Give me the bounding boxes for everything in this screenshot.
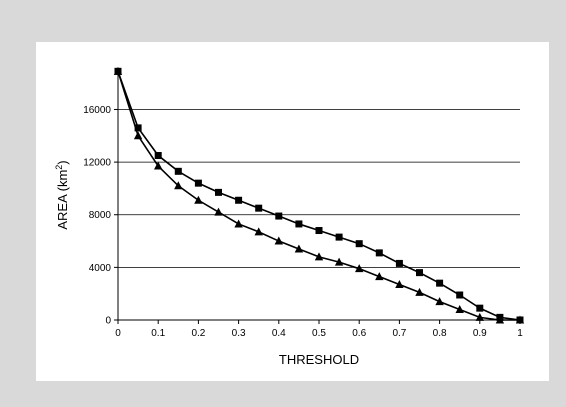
x-tick-label: 0 <box>115 328 121 339</box>
y-axis-title-main: AREA (km <box>55 170 70 230</box>
data-point-triangle <box>294 244 304 253</box>
x-tick-label: 0.9 <box>473 328 487 339</box>
y-axis-title-sup: 2 <box>54 165 64 170</box>
data-point-triangle <box>214 207 223 216</box>
series-square <box>114 67 524 324</box>
data-point-triangle <box>435 297 444 306</box>
data-point-triangle <box>415 287 424 296</box>
data-point-square <box>436 279 444 287</box>
data-point-square <box>194 179 202 187</box>
data-point-square <box>315 227 323 235</box>
data-point-triangle <box>274 236 283 245</box>
x-tick-label: 0.5 <box>312 328 326 339</box>
area-threshold-chart: 0 0.1 0.2 0.3 0.4 0.5 0.6 0.7 0.8 0.9 1 0 4000 8000 1… <box>54 66 525 367</box>
data-point-square <box>395 259 403 267</box>
data-point-triangle <box>194 195 203 204</box>
data-point-square <box>375 249 383 257</box>
data-point-square <box>416 269 423 277</box>
y-tick-label: 4000 <box>89 263 112 274</box>
data-point-square <box>235 196 243 204</box>
x-axis-title: THRESHOLD <box>279 352 359 367</box>
y-tick-label: 16000 <box>83 105 111 116</box>
data-point-square <box>335 233 343 241</box>
data-point-square <box>476 304 484 312</box>
data-point-triangle <box>395 279 404 288</box>
data-series <box>113 66 525 324</box>
x-tick-label: 0.8 <box>433 328 447 339</box>
data-point-triangle <box>154 161 163 170</box>
grid-lines <box>118 109 520 268</box>
data-point-triangle <box>495 315 505 324</box>
data-point-triangle <box>334 257 344 266</box>
data-point-triangle <box>314 252 324 261</box>
y-tick-labels: 0 4000 8000 12000 16000 <box>83 105 118 327</box>
series-triangle <box>113 66 525 324</box>
data-point-triangle <box>174 181 183 190</box>
y-axis-title-tail: ) <box>55 160 70 164</box>
data-point-square <box>355 240 363 248</box>
data-point-square <box>295 220 303 228</box>
data-point-square <box>275 212 283 220</box>
x-tick-labels: 0 0.1 0.2 0.3 0.4 0.5 0.6 0.7 0.8 0.9 1 <box>115 320 523 339</box>
data-point-square <box>255 204 263 212</box>
data-point-triangle <box>475 312 484 321</box>
data-point-square <box>134 124 142 132</box>
data-point-triangle <box>375 272 384 281</box>
data-point-square <box>174 167 182 175</box>
data-point-triangle <box>113 66 123 75</box>
y-tick-label: 12000 <box>83 158 111 169</box>
axes <box>117 70 520 321</box>
x-tick-label: 0.2 <box>191 328 205 339</box>
data-point-triangle <box>234 219 243 228</box>
data-point-square <box>456 291 464 299</box>
x-tick-label: 0.4 <box>272 328 286 339</box>
data-point-square <box>154 152 162 160</box>
data-point-square <box>215 188 222 196</box>
x-tick-label: 0.6 <box>352 328 366 339</box>
x-tick-label: 0.3 <box>232 328 246 339</box>
x-tick-label: 0.7 <box>392 328 406 339</box>
chart-panel: 0 0.1 0.2 0.3 0.4 0.5 0.6 0.7 0.8 0.9 1 0 4000 8000 1… <box>36 42 549 381</box>
data-point-triangle <box>455 304 464 313</box>
y-tick-label: 0 <box>105 316 111 327</box>
series-line <box>117 71 521 321</box>
x-tick-label: 1 <box>517 328 523 339</box>
data-point-triangle <box>254 227 263 236</box>
data-point-triangle <box>355 264 364 273</box>
y-axis-title: AREA (km2) <box>54 160 70 229</box>
x-tick-label: 0.1 <box>151 328 165 339</box>
data-point-triangle <box>133 131 143 140</box>
series-line <box>117 71 520 321</box>
y-tick-label: 8000 <box>89 210 112 221</box>
data-point-triangle <box>515 315 525 324</box>
